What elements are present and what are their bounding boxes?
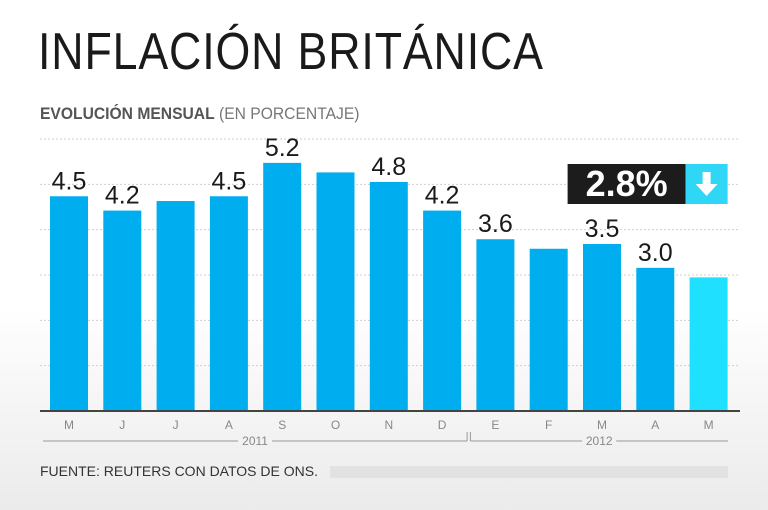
callout-value: 2.8% <box>586 163 668 204</box>
bar <box>583 243 621 411</box>
bar <box>423 210 462 411</box>
source-note: FUENTE: REUTERS CON DATOS DE ONS. <box>40 463 318 479</box>
year-label: 2012 <box>586 434 613 448</box>
bar <box>476 239 515 411</box>
data-label: 3.6 <box>478 210 513 238</box>
callout-box <box>567 164 686 204</box>
bar <box>529 248 568 411</box>
bar <box>316 172 355 411</box>
year-label: 2011 <box>242 434 268 448</box>
bar <box>263 162 302 411</box>
chart-title: INFLACIÓN BRITÁNICA <box>38 23 544 81</box>
bar <box>636 267 675 411</box>
tick-label: M <box>64 418 74 432</box>
bar <box>103 210 142 411</box>
tick-label: O <box>331 418 340 432</box>
tick-label: J <box>173 418 179 432</box>
bar <box>209 196 248 411</box>
data-label: 4.5 <box>52 167 87 195</box>
chart-subtitle: EVOLUCIÓN MENSUAL (EN PORCENTAJE) <box>40 104 359 124</box>
data-label: 3.5 <box>585 215 620 243</box>
tick-label: A <box>225 418 233 432</box>
data-label: 4.5 <box>212 167 247 195</box>
bar <box>50 196 88 411</box>
tick-label: S <box>278 418 286 432</box>
data-label: 3.0 <box>638 239 673 267</box>
tick-label: J <box>119 418 125 432</box>
tick-label: A <box>651 418 659 432</box>
subtitle-units: (EN PORCENTAJE) <box>219 104 360 123</box>
subtitle-bold: EVOLUCIÓN MENSUAL <box>40 104 215 123</box>
tick-label: M <box>597 418 607 432</box>
bar <box>689 277 728 411</box>
data-label: 4.8 <box>371 153 406 181</box>
tick-label: F <box>545 418 552 432</box>
source-rule <box>330 466 728 478</box>
down-arrow-icon <box>695 172 718 196</box>
tick-label: E <box>491 418 499 432</box>
data-label: 4.2 <box>425 182 460 210</box>
bar <box>369 181 408 411</box>
tick-label: N <box>384 418 393 432</box>
bar <box>156 201 195 411</box>
tick-label: M <box>704 418 714 432</box>
data-label: 5.2 <box>265 134 300 162</box>
tick-label: D <box>438 418 447 432</box>
data-label: 4.2 <box>105 182 140 210</box>
